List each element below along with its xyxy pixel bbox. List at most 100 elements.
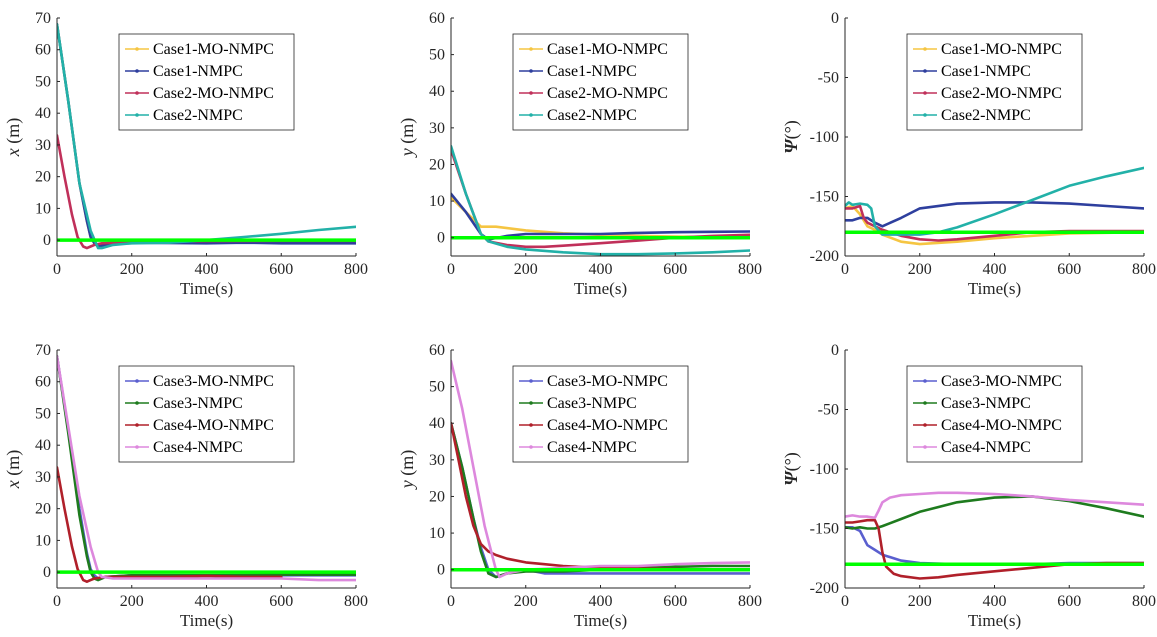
legend-marker: [923, 401, 927, 405]
legend-marker: [135, 47, 139, 51]
y-tick-label: 10: [429, 525, 445, 542]
legend-marker: [135, 69, 139, 73]
legend-marker: [923, 445, 927, 449]
legend-label: Case2-MO-NMPC: [153, 85, 274, 102]
legend-label: Case1-MO-NMPC: [941, 41, 1062, 58]
legend-marker: [135, 91, 139, 95]
series-line-4: [451, 144, 750, 256]
legend-marker: [529, 445, 533, 449]
x-tick-label: 600: [663, 593, 687, 610]
y-tick-label: -200: [810, 580, 839, 597]
legend-label: Case4-MO-NMPC: [153, 417, 274, 434]
x-tick-label: 200: [908, 261, 932, 278]
y-tick-label: 20: [35, 169, 51, 186]
y-tick-label: 40: [35, 437, 51, 454]
legend-label: Case3-NMPC: [547, 395, 637, 412]
x-axis-label: Time(s): [574, 611, 627, 630]
series-line-3: [57, 466, 283, 584]
legend-marker: [135, 445, 139, 449]
y-tick-label: 30: [35, 137, 51, 154]
legend-marker: [529, 401, 533, 405]
legend-label: Case3-NMPC: [941, 395, 1031, 412]
series-line-3: [845, 518, 1144, 580]
y-tick-label: 50: [429, 47, 445, 64]
x-tick-label: 0: [53, 593, 61, 610]
legend-marker: [923, 113, 927, 117]
series-line-2: [845, 201, 1144, 228]
chart-panel-3: 0 200 400 600 800 -200 -150 -100 -50 0 Time(s) Ψ(°)…: [781, 10, 1156, 298]
y-tick-label: 0: [43, 564, 51, 581]
y-axis-label: y (m): [397, 118, 418, 159]
legend-box: [512, 33, 689, 131]
legend-box: [906, 33, 1083, 131]
y-axis-label: x (m): [3, 118, 24, 158]
x-tick-label: 0: [841, 261, 849, 278]
x-tick-label: 0: [53, 261, 61, 278]
x-tick-label: 800: [738, 593, 762, 610]
y-tick-label: 50: [429, 379, 445, 396]
chart-panel-2: 0 200 400 600 800 0 10 20 30 40 50 60 Time(s) y (m) Ca…: [397, 10, 762, 298]
legend-marker: [529, 423, 533, 427]
y-tick-label: 30: [35, 469, 51, 486]
legend-label: Case1-NMPC: [941, 63, 1031, 80]
series-group: [451, 144, 750, 256]
y-tick-label: 0: [831, 342, 839, 359]
x-tick-label: 200: [514, 593, 538, 610]
legend-marker: [135, 113, 139, 117]
y-tick-label: -50: [818, 70, 839, 87]
legend-marker: [923, 379, 927, 383]
legend-label: Case4-MO-NMPC: [941, 417, 1062, 434]
y-tick-label: 0: [437, 562, 445, 579]
y-tick-label: 60: [35, 42, 51, 59]
series-line-2: [451, 192, 750, 241]
x-tick-label: 0: [841, 593, 849, 610]
legend-label: Case2-MO-NMPC: [547, 85, 668, 102]
series-group: [451, 359, 750, 579]
legend-marker: [529, 47, 533, 51]
legend-label: Case4-MO-NMPC: [547, 417, 668, 434]
x-tick-label: 800: [738, 261, 762, 278]
x-axis-label: Time(s): [968, 611, 1021, 630]
y-tick-label: 30: [429, 120, 445, 137]
x-tick-label: 600: [663, 261, 687, 278]
legend-marker: [923, 47, 927, 51]
y-tick-label: 60: [35, 374, 51, 391]
legend-label: Case2-NMPC: [153, 107, 243, 124]
y-tick-label: 40: [429, 83, 445, 100]
x-tick-label: 400: [589, 593, 613, 610]
y-axis-label: Ψ(°): [781, 452, 802, 486]
x-tick-label: 800: [344, 593, 368, 610]
y-tick-label: 40: [429, 415, 445, 432]
legend-label: Case1-MO-NMPC: [547, 41, 668, 58]
x-tick-label: 600: [269, 593, 293, 610]
legend-label: Case1-NMPC: [547, 63, 637, 80]
legend-marker: [529, 379, 533, 383]
legend-label: Case3-NMPC: [153, 395, 243, 412]
legend-label: Case3-MO-NMPC: [941, 373, 1062, 390]
y-tick-label: 0: [831, 10, 839, 27]
x-tick-label: 400: [983, 261, 1007, 278]
chart-panel-6: 0 200 400 600 800 -200 -150 -100 -50 0 Time(s) Ψ(°)…: [781, 342, 1156, 630]
y-tick-label: 60: [429, 10, 445, 27]
x-axis-label: Time(s): [968, 279, 1021, 298]
x-tick-label: 400: [589, 261, 613, 278]
x-tick-label: 600: [1057, 261, 1081, 278]
legend-marker: [529, 69, 533, 73]
y-tick-label: 20: [429, 156, 445, 173]
x-tick-label: 200: [120, 261, 144, 278]
x-tick-label: 400: [195, 593, 219, 610]
chart-panel-5: 0 200 400 600 800 0 10 20 30 40 50 60 Time(s) y (m) Ca…: [397, 342, 762, 630]
y-tick-label: 50: [35, 405, 51, 422]
legend-marker: [923, 69, 927, 73]
y-tick-label: 20: [429, 488, 445, 505]
y-tick-label: -50: [818, 402, 839, 419]
series-line-4: [845, 491, 1144, 520]
y-axis-label: y (m): [397, 450, 418, 491]
y-axis-label: Ψ(°): [781, 120, 802, 154]
y-tick-label: 70: [35, 342, 51, 359]
x-tick-label: 800: [344, 261, 368, 278]
chart-panel-4: 0 200 400 600 800 0 10 20 30 40 50 60 70 Time(s) x (m)…: [3, 342, 368, 630]
legend-marker: [135, 401, 139, 405]
legend-marker: [923, 423, 927, 427]
legend-label: Case2-NMPC: [547, 107, 637, 124]
